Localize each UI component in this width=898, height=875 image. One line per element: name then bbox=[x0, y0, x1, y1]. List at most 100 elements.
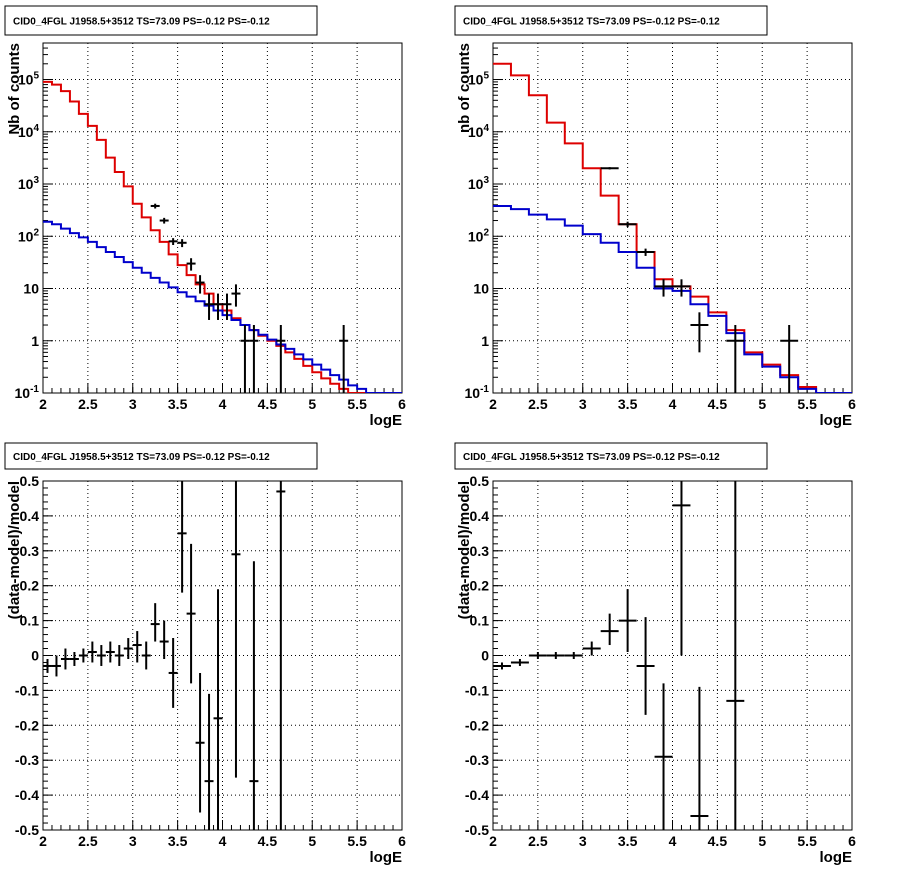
x-tick-label: 5 bbox=[758, 833, 766, 849]
x-tick-label: 2 bbox=[489, 833, 497, 849]
panel-bottom-right: CID0_4FGL J1958.5+3512 TS=73.09 PS=-0.12… bbox=[454, 442, 856, 866]
y-tick-label: -0.3 bbox=[15, 752, 39, 768]
y-tick-label: 0.1 bbox=[470, 613, 490, 629]
chart-title: CID0_4FGL J1958.5+3512 TS=73.09 PS=-0.12… bbox=[463, 17, 720, 28]
panel-top-right: CID0_4FGL J1958.5+3512 TS=73.09 PS=-0.12… bbox=[454, 5, 856, 429]
title-box bbox=[454, 442, 768, 470]
x-tick-label: 6 bbox=[398, 833, 406, 849]
data-point bbox=[159, 620, 169, 659]
data-point bbox=[654, 279, 673, 297]
y-tick-label: 103 bbox=[468, 175, 490, 192]
x-tick-label: 3 bbox=[579, 833, 587, 849]
y-tick-label: 0 bbox=[31, 648, 39, 664]
x-tick-label: 4 bbox=[669, 396, 677, 412]
data-point bbox=[168, 238, 178, 246]
y-tick-label: -0.4 bbox=[15, 787, 39, 803]
y-tick-label: -0.2 bbox=[465, 717, 489, 733]
data-point bbox=[249, 325, 259, 393]
data-point bbox=[339, 325, 349, 393]
title-box bbox=[4, 5, 318, 36]
data-point bbox=[493, 662, 511, 670]
x-tick-label: 3.5 bbox=[618, 833, 638, 849]
y-tick-label: 0.3 bbox=[470, 543, 490, 559]
y-axis-label: (data-model)/model bbox=[6, 481, 23, 619]
x-tick-label: 5.5 bbox=[797, 396, 817, 412]
x-tick-label: 5.5 bbox=[347, 396, 367, 412]
y-tick-label: -0.5 bbox=[465, 822, 489, 838]
x-tick-label: 3.5 bbox=[618, 396, 638, 412]
x-axis-label: logE bbox=[370, 849, 403, 866]
y-tick-label: 0.4 bbox=[20, 508, 40, 524]
y-tick-label: -0.2 bbox=[15, 717, 39, 733]
data-point bbox=[177, 239, 187, 248]
data-point bbox=[123, 638, 133, 659]
data-point bbox=[636, 617, 655, 715]
x-tick-label: 4 bbox=[219, 396, 227, 412]
data-point bbox=[150, 203, 160, 209]
data-point bbox=[231, 481, 241, 778]
data-point bbox=[672, 481, 691, 656]
data-point bbox=[600, 167, 619, 170]
y-tick-label: 0.2 bbox=[20, 578, 40, 594]
data-point bbox=[168, 638, 178, 708]
x-tick-label: 2 bbox=[489, 396, 497, 412]
data-point bbox=[726, 325, 745, 393]
y-tick-label: -0.1 bbox=[465, 682, 489, 698]
data-point bbox=[204, 693, 214, 830]
y-tick-label: 102 bbox=[18, 227, 40, 244]
data-point bbox=[672, 279, 691, 297]
x-axis-label: logE bbox=[820, 412, 853, 429]
y-axis-label: Nb of counts bbox=[6, 43, 23, 135]
x-tick-label: 4.5 bbox=[708, 833, 728, 849]
x-tick-label: 4.5 bbox=[258, 396, 278, 412]
chart-title: CID0_4FGL J1958.5+3512 TS=73.09 PS=-0.12… bbox=[13, 452, 270, 463]
data-point bbox=[159, 217, 169, 224]
data-point bbox=[276, 325, 286, 393]
y-tick-label: 10 bbox=[23, 281, 39, 297]
x-tick-label: 2.5 bbox=[528, 396, 548, 412]
x-tick-label: 4 bbox=[219, 833, 227, 849]
x-tick-label: 5 bbox=[308, 396, 316, 412]
y-tick-label: 10-1 bbox=[465, 384, 490, 401]
data-point bbox=[186, 258, 196, 271]
data-point bbox=[78, 648, 88, 663]
panel-top-left: CID0_4FGL J1958.5+3512 TS=73.09 PS=-0.12… bbox=[4, 5, 406, 429]
source-model-histogram bbox=[493, 204, 852, 393]
x-tick-label: 4.5 bbox=[258, 833, 278, 849]
x-tick-label: 6 bbox=[848, 833, 856, 849]
data-point bbox=[240, 325, 250, 393]
x-tick-label: 6 bbox=[848, 396, 856, 412]
data-point bbox=[690, 312, 709, 353]
y-tick-label: -0.1 bbox=[15, 682, 39, 698]
x-tick-label: 5.5 bbox=[797, 833, 817, 849]
y-tick-label: -0.4 bbox=[465, 787, 489, 803]
x-tick-label: 2.5 bbox=[78, 396, 98, 412]
y-axis-label: (data-model)/model bbox=[456, 481, 473, 619]
data-point bbox=[43, 658, 52, 673]
x-tick-label: 2.5 bbox=[78, 833, 98, 849]
y-tick-label: 103 bbox=[18, 175, 40, 192]
data-point bbox=[636, 248, 655, 256]
x-tick-label: 3.5 bbox=[168, 396, 188, 412]
title-box bbox=[4, 442, 318, 470]
x-tick-label: 5 bbox=[758, 396, 766, 412]
data-point bbox=[51, 655, 61, 677]
data-point bbox=[222, 293, 232, 320]
data-point bbox=[213, 293, 223, 320]
data-point bbox=[618, 589, 637, 653]
x-tick-label: 6 bbox=[398, 396, 406, 412]
y-tick-label: 0.5 bbox=[470, 473, 490, 489]
title-box bbox=[454, 5, 768, 36]
data-point bbox=[177, 481, 187, 593]
data-point bbox=[546, 652, 565, 659]
y-axis-label: nb of counts bbox=[456, 43, 473, 133]
data-point bbox=[141, 641, 151, 670]
y-tick-label: 0.5 bbox=[20, 473, 40, 489]
x-tick-label: 4 bbox=[669, 833, 677, 849]
y-tick-label: 0 bbox=[481, 648, 489, 664]
data-point bbox=[726, 481, 745, 830]
y-tick-label: 102 bbox=[468, 227, 490, 244]
data-point bbox=[654, 683, 673, 830]
data-point bbox=[186, 543, 196, 684]
data-point bbox=[60, 648, 70, 670]
